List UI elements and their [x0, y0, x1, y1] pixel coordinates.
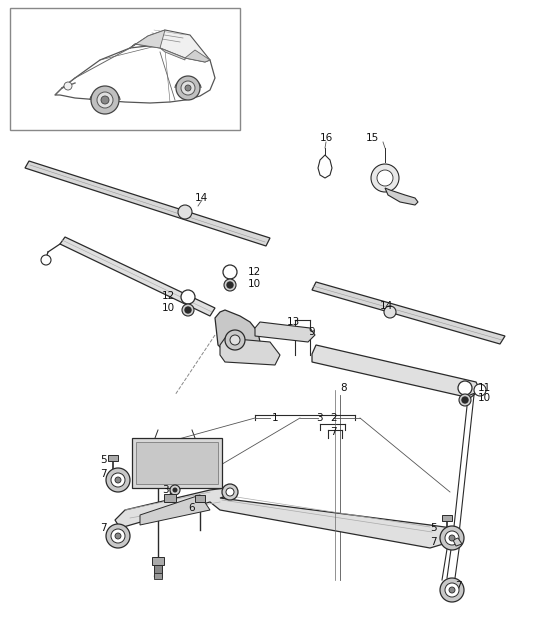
Polygon shape — [160, 48, 185, 60]
Circle shape — [440, 526, 464, 550]
Circle shape — [227, 282, 233, 288]
Circle shape — [445, 531, 459, 545]
Circle shape — [111, 473, 125, 487]
Text: 15: 15 — [366, 133, 379, 143]
Bar — [154, 565, 162, 577]
Bar — [132, 438, 222, 488]
Text: 3: 3 — [162, 485, 168, 495]
Text: 7: 7 — [330, 427, 337, 437]
Circle shape — [106, 468, 130, 492]
Circle shape — [445, 583, 459, 597]
Text: 14: 14 — [195, 193, 208, 203]
Polygon shape — [25, 161, 270, 246]
Text: 14: 14 — [380, 301, 393, 311]
Circle shape — [185, 307, 191, 313]
Text: 3: 3 — [152, 557, 159, 567]
Circle shape — [181, 290, 195, 304]
Circle shape — [173, 487, 178, 492]
Text: 7: 7 — [430, 537, 437, 547]
Text: 7: 7 — [100, 523, 107, 533]
Text: 10: 10 — [162, 303, 175, 313]
Polygon shape — [130, 30, 210, 62]
Text: 6: 6 — [188, 503, 195, 513]
Circle shape — [458, 381, 472, 395]
Polygon shape — [185, 50, 210, 62]
Text: 7: 7 — [455, 581, 462, 591]
Circle shape — [459, 394, 471, 406]
Polygon shape — [318, 155, 332, 178]
Text: 16: 16 — [320, 133, 333, 143]
Circle shape — [111, 529, 125, 543]
Text: 12: 12 — [162, 291, 175, 301]
Polygon shape — [215, 310, 260, 360]
Text: 2: 2 — [330, 413, 337, 423]
Text: 3: 3 — [152, 569, 159, 579]
Bar — [136, 442, 218, 484]
Circle shape — [115, 533, 121, 539]
Circle shape — [377, 170, 393, 186]
Circle shape — [170, 485, 180, 495]
Bar — [10, 8, 240, 130]
Bar — [108, 455, 118, 461]
Circle shape — [176, 76, 200, 100]
Text: 9: 9 — [308, 327, 314, 337]
Circle shape — [224, 279, 236, 291]
Polygon shape — [453, 538, 462, 546]
Text: 5: 5 — [100, 455, 107, 465]
Text: 5: 5 — [430, 523, 437, 533]
Bar — [154, 573, 162, 579]
Circle shape — [230, 335, 240, 345]
Circle shape — [449, 535, 455, 541]
Polygon shape — [55, 44, 215, 103]
Circle shape — [106, 524, 130, 548]
Circle shape — [384, 306, 396, 318]
Bar — [152, 557, 164, 565]
Circle shape — [474, 384, 486, 396]
Circle shape — [226, 488, 234, 496]
Polygon shape — [130, 30, 165, 48]
Circle shape — [185, 85, 191, 91]
Circle shape — [178, 205, 192, 219]
Text: 10: 10 — [478, 393, 491, 403]
Polygon shape — [312, 282, 505, 344]
Text: 11: 11 — [478, 383, 491, 393]
Text: 13: 13 — [287, 317, 300, 327]
Bar — [442, 515, 452, 521]
Polygon shape — [115, 488, 455, 548]
Circle shape — [449, 587, 455, 593]
Circle shape — [182, 304, 194, 316]
Polygon shape — [60, 237, 215, 316]
Circle shape — [371, 164, 399, 192]
Polygon shape — [255, 322, 315, 342]
Text: 1: 1 — [272, 413, 278, 423]
Circle shape — [97, 92, 113, 108]
Polygon shape — [220, 338, 280, 365]
Polygon shape — [385, 188, 418, 205]
Text: 12: 12 — [248, 267, 261, 277]
Polygon shape — [312, 345, 480, 398]
Circle shape — [115, 477, 121, 483]
Circle shape — [440, 578, 464, 602]
Circle shape — [41, 255, 51, 265]
Circle shape — [91, 86, 119, 114]
Circle shape — [101, 96, 109, 104]
Bar — [164, 494, 176, 502]
Text: 3: 3 — [316, 413, 323, 423]
Circle shape — [223, 265, 237, 279]
Text: 8: 8 — [340, 383, 347, 393]
Circle shape — [225, 330, 245, 350]
Polygon shape — [140, 495, 210, 525]
Circle shape — [181, 81, 195, 95]
Bar — [195, 495, 205, 502]
Circle shape — [64, 82, 72, 90]
Circle shape — [462, 397, 468, 403]
Circle shape — [222, 484, 238, 500]
Text: 10: 10 — [248, 279, 261, 289]
Text: 7: 7 — [100, 469, 107, 479]
